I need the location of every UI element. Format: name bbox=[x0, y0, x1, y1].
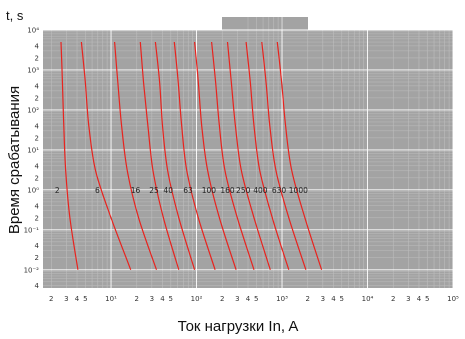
y-tick-label: 4 bbox=[35, 122, 40, 130]
x-tick-label: 3 bbox=[235, 295, 239, 303]
x-tick-label: 10⁴ bbox=[362, 295, 374, 303]
trip-curve-6 bbox=[80, 41, 132, 271]
curve-label-6: 6 bbox=[95, 186, 100, 195]
curve-label-25: 25 bbox=[149, 186, 159, 195]
y-tick-label: 10⁻¹ bbox=[24, 226, 40, 234]
y-tick-labels: 10⁴ 4 2 10³ 4 2 10² 4 2 10¹ 4 2 10⁰ 4 2 10⁻¹ 4 2 10⁻² 4 bbox=[24, 27, 40, 291]
x-tick-label: 4 bbox=[160, 295, 165, 303]
x-axis-title: Ток нагрузки In, A bbox=[178, 318, 299, 335]
trip-curve-25 bbox=[139, 41, 180, 270]
curve-label-100: 100 bbox=[202, 186, 217, 195]
trip-curve-2 bbox=[60, 41, 79, 270]
y-tick-label: 4 bbox=[35, 162, 40, 170]
y-axis-title: Время срабатывания bbox=[6, 86, 23, 234]
y-tick-label: 4 bbox=[35, 82, 40, 90]
x-tick-label: 5 bbox=[340, 295, 344, 303]
x-tick-label: 2 bbox=[306, 295, 310, 303]
y-tick-label: 2 bbox=[35, 214, 39, 222]
curve-label-16: 16 bbox=[131, 186, 141, 195]
y-tick-label: 4 bbox=[35, 42, 40, 50]
x-tick-label: 4 bbox=[246, 295, 251, 303]
trip-curve-160 bbox=[211, 41, 255, 270]
x-tick-label: 3 bbox=[406, 295, 410, 303]
x-tick-label: 10¹ bbox=[105, 295, 117, 303]
x-tick-label: 2 bbox=[49, 295, 53, 303]
y-tick-label: 2 bbox=[35, 134, 39, 142]
y-tick-label: 4 bbox=[35, 202, 40, 210]
x-tick-label: 3 bbox=[150, 295, 154, 303]
y-tick-label: 2 bbox=[35, 54, 39, 62]
x-tick-label: 5 bbox=[169, 295, 173, 303]
x-tick-label: 5 bbox=[425, 295, 429, 303]
y-tick-label: 2 bbox=[35, 174, 39, 182]
x-tick-label: 10⁵ bbox=[447, 295, 459, 303]
trip-curve-40 bbox=[154, 41, 196, 270]
trip-curve-400 bbox=[245, 41, 290, 270]
x-tick-label: 10² bbox=[191, 295, 203, 303]
x-tick-label: 4 bbox=[417, 295, 422, 303]
y-tick-label: 10⁻² bbox=[24, 266, 40, 274]
y-tick-label: 10² bbox=[27, 106, 39, 114]
x-tick-label: 10³ bbox=[276, 295, 288, 303]
curve-label-250: 250 bbox=[236, 186, 251, 195]
curve-label-40: 40 bbox=[163, 186, 173, 195]
curve-label-400: 400 bbox=[253, 186, 268, 195]
curve-labels: 2 6 16 25 40 63 100 160 250 400 630 1000 bbox=[55, 186, 308, 195]
y-tick-label: 4 bbox=[35, 242, 40, 250]
y-tick-label: 2 bbox=[35, 254, 39, 262]
trip-curves bbox=[60, 41, 323, 271]
trip-curve-630 bbox=[261, 41, 307, 270]
x-tick-label: 3 bbox=[321, 295, 325, 303]
curve-label-630: 630 bbox=[272, 186, 287, 195]
x-tick-labels: 2 3 4 5 10¹ 2 3 4 5 10² 2 3 4 5 10³ 2 3 4 5 10⁴ 2 3 4 5 10⁵ bbox=[49, 295, 459, 303]
trip-curve-16 bbox=[114, 41, 158, 270]
trip-curve-1000 bbox=[276, 41, 323, 270]
trip-curve-100 bbox=[194, 41, 237, 270]
x-tick-label: 2 bbox=[135, 295, 139, 303]
x-tick-label: 4 bbox=[331, 295, 336, 303]
trip-curve-63 bbox=[173, 41, 216, 270]
x-tick-label: 2 bbox=[220, 295, 224, 303]
x-tick-label: 3 bbox=[64, 295, 68, 303]
trip-curve-250 bbox=[226, 41, 271, 270]
grid-major bbox=[43, 29, 454, 288]
x-tick-label: 2 bbox=[391, 295, 395, 303]
y-tick-label: 10¹ bbox=[27, 146, 39, 154]
y-unit-label: t, s bbox=[6, 8, 24, 23]
x-tick-label: 5 bbox=[83, 295, 87, 303]
y-tick-label: 2 bbox=[35, 94, 39, 102]
curve-label-63: 63 bbox=[183, 186, 193, 195]
curve-label-1000: 1000 bbox=[289, 186, 308, 195]
x-tick-label: 4 bbox=[75, 295, 80, 303]
y-tick-label: 10³ bbox=[27, 66, 39, 74]
y-tick-label: 4 bbox=[35, 282, 40, 290]
curve-label-2: 2 bbox=[55, 186, 60, 195]
curve-label-160: 160 bbox=[220, 186, 235, 195]
x-tick-label: 5 bbox=[254, 295, 258, 303]
plot-top-extension bbox=[222, 17, 308, 30]
y-tick-label: 10⁰ bbox=[27, 186, 39, 194]
y-tick-label: 10⁴ bbox=[27, 27, 39, 35]
